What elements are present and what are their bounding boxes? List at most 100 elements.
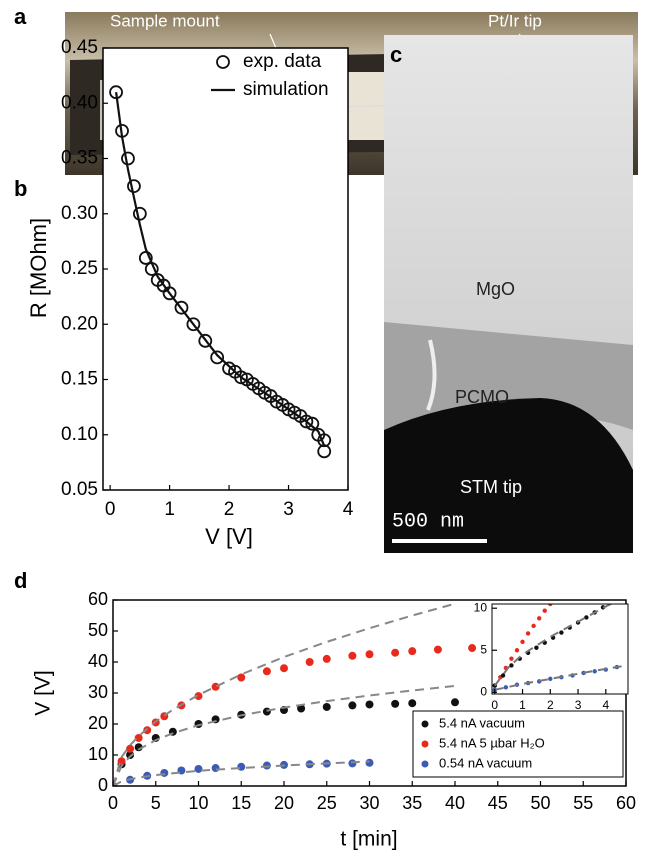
x-tick-label: 1 — [519, 698, 526, 712]
y-tick-label: 30 — [88, 682, 108, 702]
y-tick-label: 40 — [88, 651, 108, 671]
data-point — [211, 682, 220, 691]
data-point — [534, 645, 539, 650]
y-tick-label: 10 — [88, 744, 108, 764]
x-tick-label: 15 — [231, 793, 251, 813]
data-point — [542, 608, 547, 613]
legend-label: exp. data — [243, 51, 322, 72]
data-point — [317, 433, 332, 448]
data-point — [160, 768, 169, 777]
x-axis-label: V [V] — [205, 524, 253, 549]
data-point — [126, 751, 135, 759]
x-tick-label: 1 — [164, 499, 175, 520]
x-tick-label: 0 — [105, 499, 116, 520]
micrograph-label: STM tip — [460, 477, 522, 497]
data-point — [525, 631, 531, 636]
data-point — [280, 664, 288, 673]
x-tick-label: 10 — [188, 793, 208, 813]
data-point — [365, 758, 374, 767]
y-tick-label: 0.05 — [61, 479, 98, 500]
data-point — [162, 286, 177, 301]
x-tick-label: 25 — [317, 793, 337, 813]
data-point — [391, 648, 400, 657]
y-tick-label: 10 — [474, 600, 488, 614]
data-point — [134, 733, 143, 742]
legend-marker — [421, 740, 429, 748]
legend-box — [412, 710, 624, 778]
y-tick-label: 60 — [88, 589, 108, 609]
data-point — [536, 616, 542, 621]
x-tick-label: 3 — [575, 698, 582, 712]
data-point — [194, 764, 203, 773]
data-point — [520, 639, 525, 645]
y-tick-label: 50 — [88, 620, 108, 640]
data-point — [433, 645, 442, 654]
data-point — [211, 764, 220, 773]
legend-label: 5.4 nA 5 µbar H₂O — [439, 735, 545, 750]
legend-label: simulation — [243, 79, 329, 100]
plot-area — [492, 604, 628, 694]
photo-label: Sample mount — [110, 11, 220, 30]
x-tick-label: 50 — [530, 793, 550, 813]
scale-bar-label: 500 nm — [392, 510, 464, 533]
data-point — [126, 744, 135, 753]
data-point — [365, 650, 374, 659]
x-tick-label: 3 — [283, 499, 294, 520]
data-point — [548, 604, 553, 607]
x-tick-label: 30 — [359, 793, 379, 813]
data-point — [500, 673, 506, 678]
data-point — [299, 414, 314, 429]
data-point — [174, 300, 189, 315]
data-point — [262, 667, 271, 676]
fit-line — [494, 665, 623, 691]
y-tick-label: 0.35 — [61, 148, 98, 169]
panel-label: b — [14, 176, 27, 201]
y-tick-label: 0.10 — [61, 424, 98, 445]
data-point — [584, 615, 589, 620]
x-tick-label: 4 — [602, 698, 609, 712]
y-tick-label: 0.15 — [61, 369, 98, 390]
panel-label: c — [390, 42, 402, 67]
data-point — [138, 251, 153, 265]
data-point — [592, 669, 597, 674]
data-point — [305, 416, 320, 431]
data-point — [186, 317, 201, 332]
data-point — [503, 685, 509, 690]
x-tick-label: 2 — [224, 499, 235, 520]
x-tick-label: 0 — [491, 698, 498, 712]
legend-marker — [216, 55, 230, 69]
data-point — [554, 595, 558, 599]
data-point — [391, 699, 400, 708]
data-point — [305, 658, 314, 666]
legend-marker — [421, 760, 429, 768]
y-tick-label: 0 — [480, 684, 487, 698]
micrograph-label: PCMO — [455, 387, 509, 407]
panel-label: d — [14, 568, 27, 593]
x-tick-label: 5 — [151, 793, 161, 813]
data-point — [531, 623, 536, 629]
y-tick-label: 0.20 — [61, 313, 98, 334]
legend-label: 5.4 nA vacuum — [439, 715, 525, 730]
data-point — [408, 699, 417, 708]
data-point — [198, 333, 213, 348]
x-tick-label: 20 — [274, 793, 294, 813]
data-point — [451, 698, 459, 707]
y-tick-label: 0.30 — [61, 203, 98, 224]
series-line — [115, 92, 326, 447]
y-axis-label: R [MOhm] — [26, 218, 51, 318]
x-tick-label: 40 — [445, 793, 465, 813]
panel-label: a — [14, 4, 27, 29]
legend-label: 0.54 nA vacuum — [439, 755, 532, 770]
data-point — [194, 692, 203, 701]
data-point — [408, 647, 417, 656]
x-tick-label: 35 — [402, 793, 422, 813]
data-point — [237, 673, 246, 682]
x-tick-label: 45 — [488, 793, 508, 813]
plot-data — [492, 595, 623, 692]
data-point — [237, 762, 246, 771]
data-point — [234, 370, 248, 385]
y-tick-label: 0.45 — [61, 37, 98, 58]
data-point — [143, 726, 152, 735]
x-axis-label: t [min] — [340, 828, 397, 851]
